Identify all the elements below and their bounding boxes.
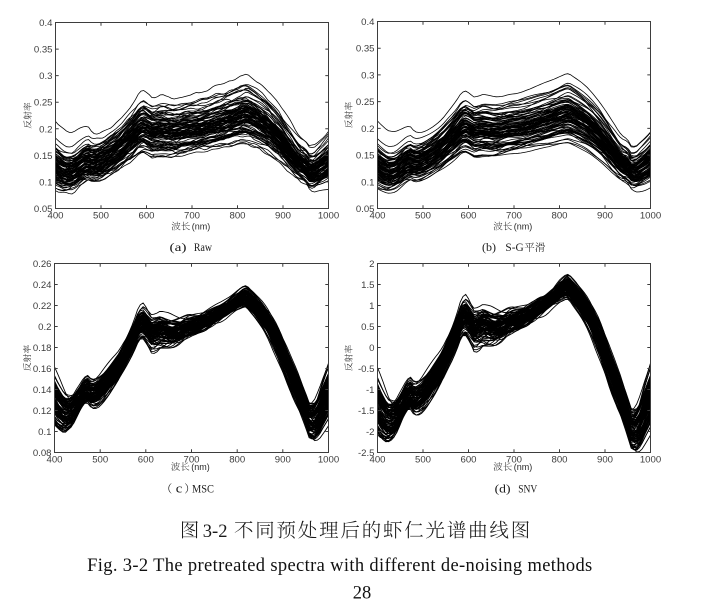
svg-text:0.05: 0.05 bbox=[356, 204, 375, 215]
svg-text:0.3: 0.3 bbox=[361, 70, 374, 81]
svg-text:600: 600 bbox=[460, 455, 476, 466]
svg-text:0: 0 bbox=[369, 343, 374, 354]
svg-text:800: 800 bbox=[551, 211, 567, 222]
svg-text:c: c bbox=[176, 481, 183, 496]
svg-text:(nm): (nm) bbox=[191, 462, 210, 472]
svg-text:400: 400 bbox=[46, 455, 62, 466]
svg-text:0.05: 0.05 bbox=[34, 204, 53, 215]
svg-text:0.15: 0.15 bbox=[34, 151, 53, 162]
svg-text:0.1: 0.1 bbox=[38, 427, 51, 438]
svg-text:0.14: 0.14 bbox=[33, 385, 52, 396]
svg-text:0.1: 0.1 bbox=[361, 177, 374, 188]
svg-text:(d): (d) bbox=[495, 484, 511, 496]
svg-text:600: 600 bbox=[138, 455, 154, 466]
svg-text:0.08: 0.08 bbox=[33, 448, 52, 459]
svg-text:SNV: SNV bbox=[518, 484, 538, 496]
svg-text:500: 500 bbox=[415, 455, 431, 466]
svg-text:-1: -1 bbox=[366, 385, 375, 396]
svg-text:900: 900 bbox=[597, 455, 613, 466]
svg-text:MSC: MSC bbox=[192, 484, 214, 496]
svg-text:500: 500 bbox=[92, 455, 108, 466]
svg-text:800: 800 bbox=[551, 455, 567, 466]
svg-text:800: 800 bbox=[229, 211, 245, 222]
svg-text:S-G: S-G bbox=[505, 242, 523, 254]
svg-text:1000: 1000 bbox=[640, 455, 661, 466]
svg-text:0.22: 0.22 bbox=[33, 301, 52, 312]
svg-text:(nm): (nm) bbox=[192, 222, 211, 232]
svg-text:(b): (b) bbox=[482, 242, 496, 254]
svg-text:1.5: 1.5 bbox=[361, 280, 374, 291]
svg-text:1000: 1000 bbox=[640, 211, 661, 222]
svg-text:Fig. 3-2 The pretreated spectr: Fig. 3-2 The pretreated spectra with dif… bbox=[87, 556, 593, 576]
svg-text:0.3: 0.3 bbox=[39, 71, 52, 82]
svg-text:0.5: 0.5 bbox=[361, 322, 374, 333]
svg-text:(nm): (nm) bbox=[514, 462, 533, 472]
svg-text:400: 400 bbox=[47, 211, 63, 222]
svg-text:700: 700 bbox=[184, 211, 200, 222]
svg-text:0.4: 0.4 bbox=[39, 18, 53, 29]
svg-text:(a): (a) bbox=[170, 242, 187, 254]
svg-text:2: 2 bbox=[369, 259, 374, 270]
svg-text:900: 900 bbox=[275, 455, 291, 466]
svg-text:1: 1 bbox=[369, 301, 374, 312]
svg-text:400: 400 bbox=[369, 455, 385, 466]
svg-text:900: 900 bbox=[275, 211, 291, 222]
svg-text:0.35: 0.35 bbox=[34, 45, 53, 56]
svg-text:700: 700 bbox=[183, 455, 199, 466]
svg-text:800: 800 bbox=[229, 455, 245, 466]
svg-text:0.18: 0.18 bbox=[33, 343, 52, 354]
svg-text:0.2: 0.2 bbox=[361, 124, 374, 135]
svg-text:0.15: 0.15 bbox=[356, 151, 375, 162]
svg-text:-2: -2 bbox=[366, 427, 375, 438]
svg-text:500: 500 bbox=[415, 211, 431, 222]
svg-text:600: 600 bbox=[138, 211, 154, 222]
svg-text:400: 400 bbox=[369, 211, 385, 222]
svg-text:3-2: 3-2 bbox=[203, 522, 228, 542]
svg-text:0.2: 0.2 bbox=[39, 124, 52, 135]
svg-text:0.1: 0.1 bbox=[39, 177, 52, 188]
svg-text:-2.5: -2.5 bbox=[358, 448, 375, 459]
svg-text:0.2: 0.2 bbox=[38, 322, 51, 333]
svg-text:1000: 1000 bbox=[318, 211, 339, 222]
svg-text:0.4: 0.4 bbox=[361, 17, 375, 28]
svg-text:700: 700 bbox=[506, 211, 522, 222]
svg-text:0.25: 0.25 bbox=[356, 97, 375, 108]
svg-text:0.35: 0.35 bbox=[356, 44, 375, 55]
svg-text:1000: 1000 bbox=[318, 455, 339, 466]
svg-text:28: 28 bbox=[353, 583, 372, 603]
svg-text:600: 600 bbox=[460, 211, 476, 222]
svg-text:0.26: 0.26 bbox=[33, 259, 52, 270]
svg-text:Raw: Raw bbox=[194, 242, 213, 254]
svg-text:900: 900 bbox=[597, 211, 613, 222]
svg-text:700: 700 bbox=[506, 455, 522, 466]
svg-text:(nm): (nm) bbox=[514, 222, 533, 232]
svg-text:0.25: 0.25 bbox=[34, 98, 53, 109]
svg-text:0.12: 0.12 bbox=[33, 406, 52, 417]
svg-text:0.16: 0.16 bbox=[33, 364, 52, 375]
svg-text:-0.5: -0.5 bbox=[358, 364, 375, 375]
svg-text:0.24: 0.24 bbox=[33, 280, 52, 291]
svg-text:-1.5: -1.5 bbox=[358, 406, 375, 417]
svg-text:500: 500 bbox=[93, 211, 109, 222]
